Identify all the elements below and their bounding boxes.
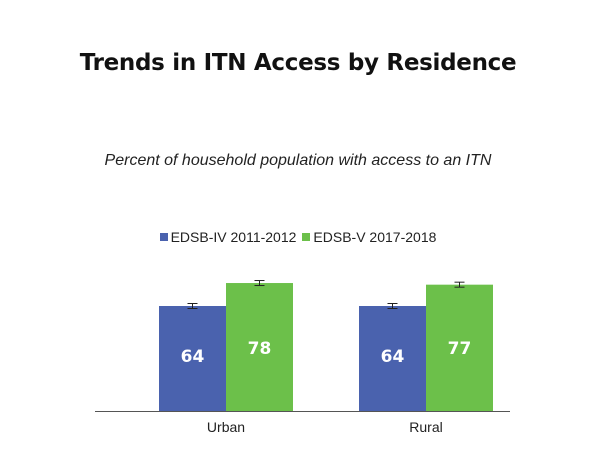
legend-label-series-2: EDSB-V 2017-2018 <box>313 229 437 245</box>
bar-rural-series-1 <box>359 306 426 411</box>
legend-item-series-2: EDSB-V 2017-2018 <box>302 229 436 245</box>
bar-rural-series-2 <box>426 284 493 411</box>
data-label-rural-series-2: 77 <box>448 339 472 359</box>
category-label-urban: Urban <box>207 419 245 435</box>
data-label-rural-series-1: 64 <box>381 347 405 367</box>
chart-legend: EDSB-IV 2011-2012 EDSB-V 2017-2018 <box>0 229 596 245</box>
legend-swatch-series-1 <box>159 233 168 241</box>
chart-subtitle: Percent of household population with acc… <box>104 152 492 169</box>
bar-urban-series-2 <box>226 283 293 411</box>
data-label-urban-series-2: 78 <box>248 339 272 359</box>
chart-title: Trends in ITN Access by Residence <box>79 50 517 76</box>
bar-urban-series-1 <box>159 306 226 411</box>
category-label-rural: Rural <box>409 419 442 435</box>
data-label-urban-series-1: 64 <box>181 347 205 367</box>
legend-item-series-1: EDSB-IV 2011-2012 <box>159 229 297 245</box>
legend-label-series-1: EDSB-IV 2011-2012 <box>170 229 297 245</box>
legend-swatch-series-2 <box>302 233 311 241</box>
